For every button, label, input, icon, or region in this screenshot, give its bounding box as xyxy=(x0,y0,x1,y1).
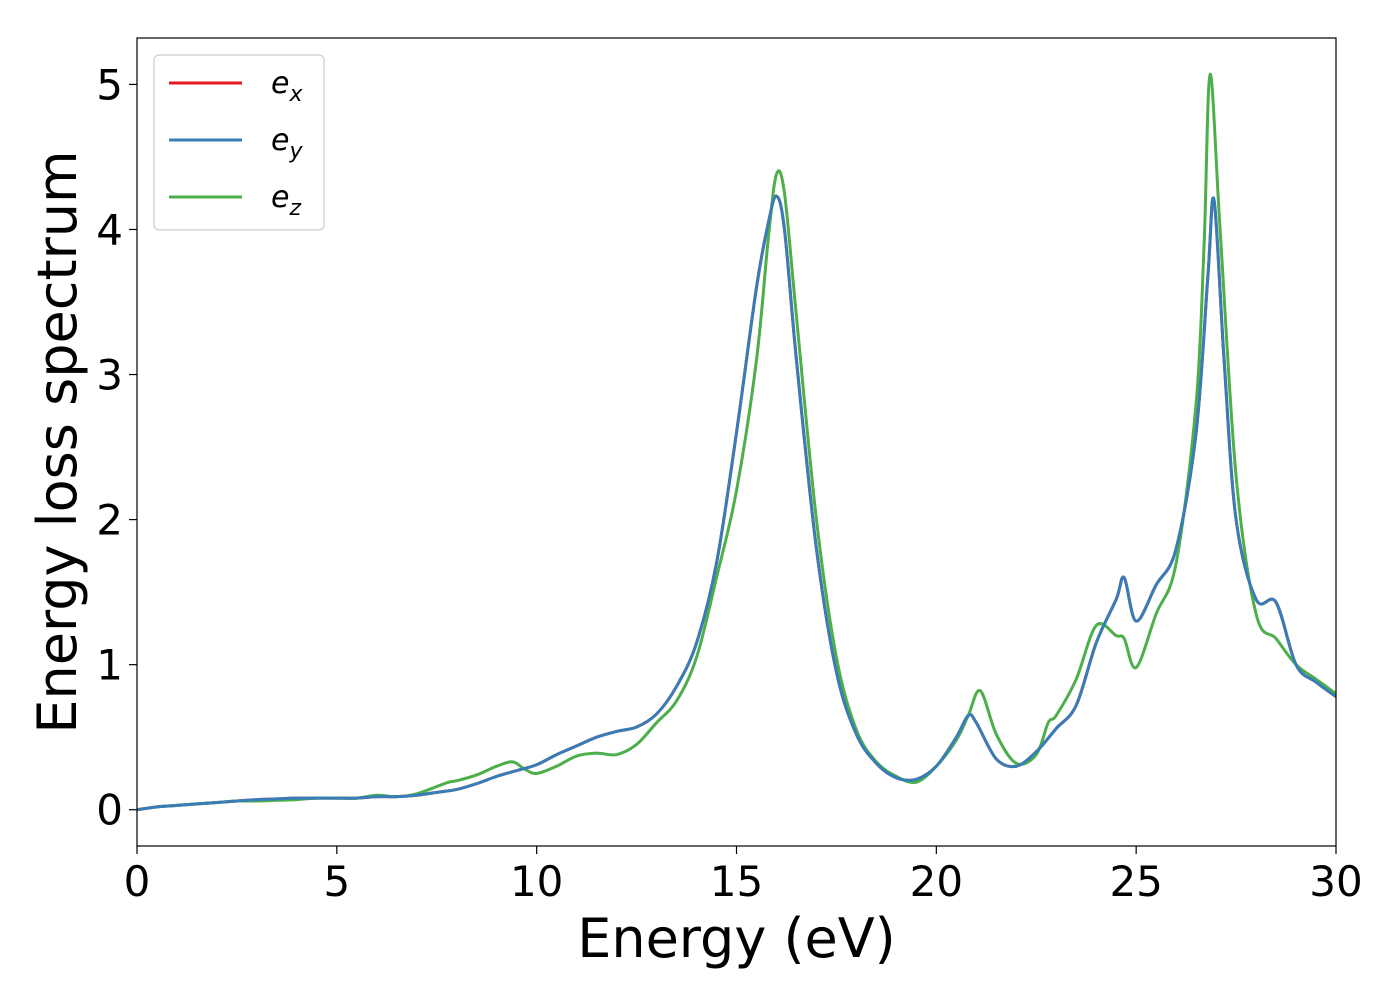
y-tick-label: 4 xyxy=(96,205,123,254)
legend-label-ex: ex xyxy=(271,66,303,107)
axes-layer: 0 5 10 15 20 25 30 0 1 2 3 4 5 Energy (eV) Energy loss… xyxy=(26,37,1363,970)
y-tick-label: 5 xyxy=(96,60,123,109)
x-tick-label: 5 xyxy=(323,857,350,906)
y-tick-label: 3 xyxy=(96,351,123,400)
legend-label-ez: ez xyxy=(271,180,301,221)
series-line-ex xyxy=(137,194,1336,812)
x-tick-label: 10 xyxy=(510,857,563,906)
legend-label-ey: ey xyxy=(271,123,303,164)
x-tick-label: 20 xyxy=(910,857,963,906)
y-axis-title: Energy loss spectrum xyxy=(26,150,89,733)
x-tick-label: 25 xyxy=(1109,857,1162,906)
x-tick-label: 0 xyxy=(124,857,151,906)
y-tick-label: 0 xyxy=(96,786,123,835)
series-layer xyxy=(137,72,1336,812)
y-tick-label: 1 xyxy=(96,641,123,690)
y-tick-label: 2 xyxy=(96,496,123,545)
legend-box xyxy=(153,54,325,231)
x-axis-title: Energy (eV) xyxy=(577,907,896,970)
x-tick-label: 30 xyxy=(1309,857,1362,906)
series-line-ey xyxy=(137,194,1336,812)
x-tick-label: 15 xyxy=(710,857,763,906)
legend: ex ey ez xyxy=(153,54,325,231)
